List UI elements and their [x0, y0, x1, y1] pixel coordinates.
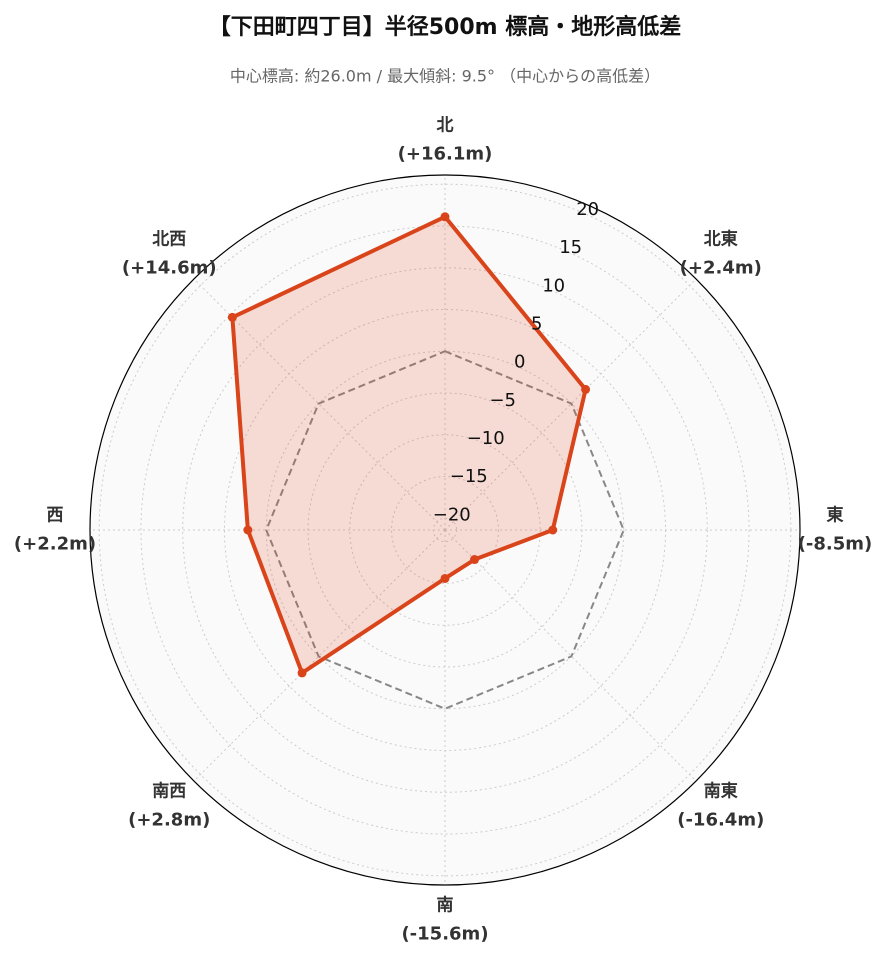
category-label: 南東	[704, 780, 738, 801]
data-point	[440, 212, 450, 222]
r-tick-label: 10	[542, 275, 565, 296]
r-tick-label: 20	[576, 199, 599, 220]
category-value-label: (-8.5m)	[798, 534, 873, 555]
data-point	[581, 384, 591, 394]
category-label: 北東	[704, 229, 738, 250]
chart-title: 【下田町四丁目】半径500m 標高・地形高低差	[209, 14, 682, 40]
category-value-label: (+14.6m)	[122, 258, 217, 279]
category-label: 北	[437, 116, 454, 136]
data-point	[470, 555, 480, 565]
grid-circle	[391, 476, 499, 584]
spoke	[193, 529, 446, 782]
zero-reference	[265, 350, 625, 710]
data-point	[440, 573, 450, 583]
r-tick-label: 15	[559, 237, 582, 258]
category-label: 南西	[152, 780, 186, 801]
r-tick-label: −20	[433, 504, 471, 525]
r-tick-label: 0	[514, 352, 525, 373]
spoke	[444, 278, 697, 531]
r-tick-label: −10	[467, 428, 505, 449]
category-value-label: (+16.1m)	[398, 144, 493, 165]
grid-circle	[140, 225, 750, 835]
data-point	[297, 668, 307, 678]
spoke	[193, 278, 446, 531]
category-value-label: (+2.8m)	[128, 809, 210, 830]
category-value-label: (+2.2m)	[14, 534, 96, 555]
r-tick-label: 5	[531, 314, 542, 335]
r-tick-label: −15	[450, 466, 488, 487]
chart-subtitle: 中心標高: 約26.0m / 最大傾斜: 9.5° （中心からの高低差）	[230, 67, 660, 86]
category-value-label: (-15.6m)	[401, 924, 488, 945]
polar-frame	[89, 174, 801, 886]
data-point	[243, 525, 253, 535]
data-point	[227, 312, 237, 322]
category-label: 東	[827, 505, 844, 526]
category-value-label: (+2.4m)	[680, 258, 762, 279]
category-label: 南	[437, 895, 454, 916]
category-value-label: (-16.4m)	[677, 809, 764, 830]
r-tick-label: −5	[489, 390, 516, 411]
data-point	[548, 525, 558, 535]
grid-circle	[182, 267, 708, 793]
category-label: 西	[47, 506, 64, 526]
category-label: 北西	[152, 230, 186, 250]
spoke	[444, 529, 697, 782]
